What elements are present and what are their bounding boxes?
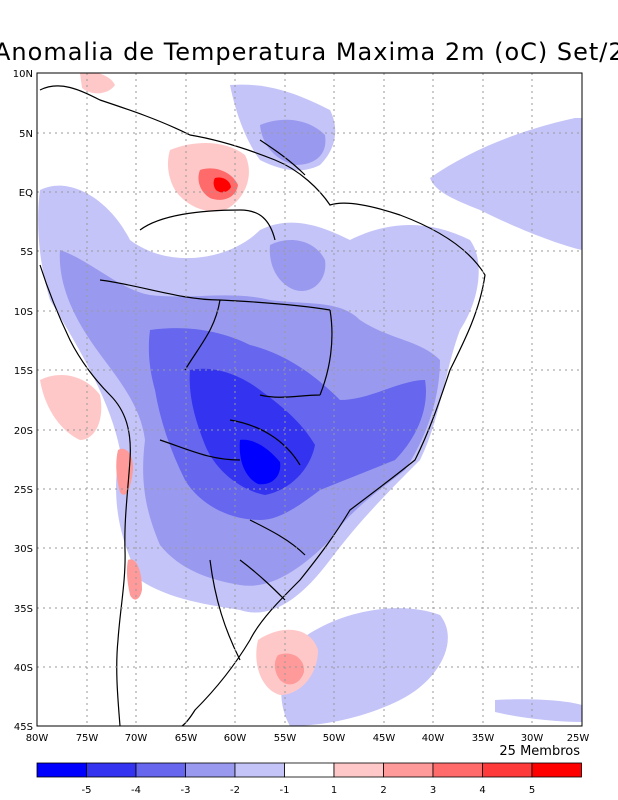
anomaly-blob-continent-4	[189, 368, 315, 495]
anomaly-blob-atlantic	[430, 118, 582, 250]
colorbar-tick-label: -5	[82, 785, 92, 796]
colorbar-tick-label: -4	[131, 785, 141, 796]
lat-label: 15S	[14, 366, 33, 377]
colorbar	[36, 762, 582, 778]
colorbar-tick-label: 5	[529, 785, 535, 796]
lon-label: 75W	[76, 733, 99, 744]
colorbar-tick-label: -3	[181, 785, 191, 796]
colorbar-swatch	[284, 762, 335, 778]
lat-label: 40S	[14, 663, 33, 674]
warm-blob-patagonia-core	[274, 653, 305, 685]
anomaly-fields	[38, 73, 582, 726]
warm-blob-andes-south	[126, 559, 142, 600]
warm-blob-andes	[116, 448, 134, 495]
lat-label: 45S	[14, 722, 33, 733]
lon-label: 30W	[521, 733, 544, 744]
map-frame	[36, 72, 583, 727]
lon-label: 45W	[373, 733, 396, 744]
lat-label: 30S	[14, 544, 33, 555]
lon-label: 40W	[422, 733, 445, 744]
colorbar-tick-label: 4	[479, 785, 485, 796]
lat-label: 10N	[13, 69, 33, 80]
anomaly-blob-amazon-west	[269, 240, 326, 291]
colorbar-tick-label: 1	[331, 785, 337, 796]
colorbar-tick-label: 2	[380, 785, 386, 796]
lat-label: 5N	[19, 129, 33, 140]
colorbar-swatch	[135, 762, 186, 778]
lon-label: 60W	[224, 733, 247, 744]
colorbar-swatch	[482, 762, 533, 778]
colorbar-tick-label: -1	[280, 785, 290, 796]
anomaly-blob-continent-5	[239, 439, 281, 485]
map-title: Anomalia de Temperatura Maxima 2m (oC) S…	[0, 34, 618, 74]
lat-label: 25S	[14, 485, 33, 496]
lon-label: 55W	[274, 733, 297, 744]
lat-label: 20S	[14, 426, 33, 437]
colorbar-tick-label: 3	[430, 785, 436, 796]
south-america-coastline	[39, 85, 486, 726]
ensemble-members-note: 25 Membros	[499, 744, 580, 759]
gridlines	[37, 73, 582, 726]
lat-label: 35S	[14, 604, 33, 615]
colorbar-swatch	[86, 762, 137, 778]
warm-blob-pacific	[40, 375, 102, 440]
lat-label: 10S	[14, 307, 33, 318]
colorbar-swatch	[234, 762, 285, 778]
lat-label: 5S	[20, 247, 33, 258]
lon-label: 70W	[125, 733, 148, 744]
colorbar-tick-labels: -5 -4 -3 -2 -1 1 2 3 4 5	[82, 785, 536, 796]
border-brazil-west	[99, 279, 333, 466]
lon-label: 80W	[26, 733, 49, 744]
warm-blob-caribbean	[80, 73, 115, 94]
warm-blob-venezuela-peak	[213, 177, 231, 193]
lon-label: 35W	[472, 733, 495, 744]
colorbar-tick-label: -2	[230, 785, 240, 796]
colorbar-swatch	[36, 762, 87, 778]
colorbar-swatch	[383, 762, 434, 778]
border-brazil-north	[139, 139, 306, 241]
longitude-labels: 80W 75W 70W 65W 60W 55W 50W 45W 40W 35W …	[26, 733, 590, 744]
lat-label: EQ	[19, 188, 33, 199]
lon-label: 25W	[567, 733, 590, 744]
lon-label: 50W	[323, 733, 346, 744]
colorbar-swatch	[333, 762, 384, 778]
colorbar-swatch	[432, 762, 483, 778]
anomaly-blob-guianas	[260, 119, 326, 165]
lon-label: 65W	[175, 733, 198, 744]
anomaly-blob-southeast	[495, 699, 582, 722]
coastlines	[39, 85, 486, 726]
colorbar-swatch	[185, 762, 236, 778]
map-title-text: Anomalia de Temperatura Maxima 2m (oC) S…	[0, 38, 618, 66]
latitude-labels: 10N 5N EQ 5S 10S 15S 20S 25S 30S 35S 40S…	[13, 69, 33, 733]
colorbar-swatch	[531, 762, 582, 778]
anomaly-blob-south-atlantic	[281, 608, 448, 726]
